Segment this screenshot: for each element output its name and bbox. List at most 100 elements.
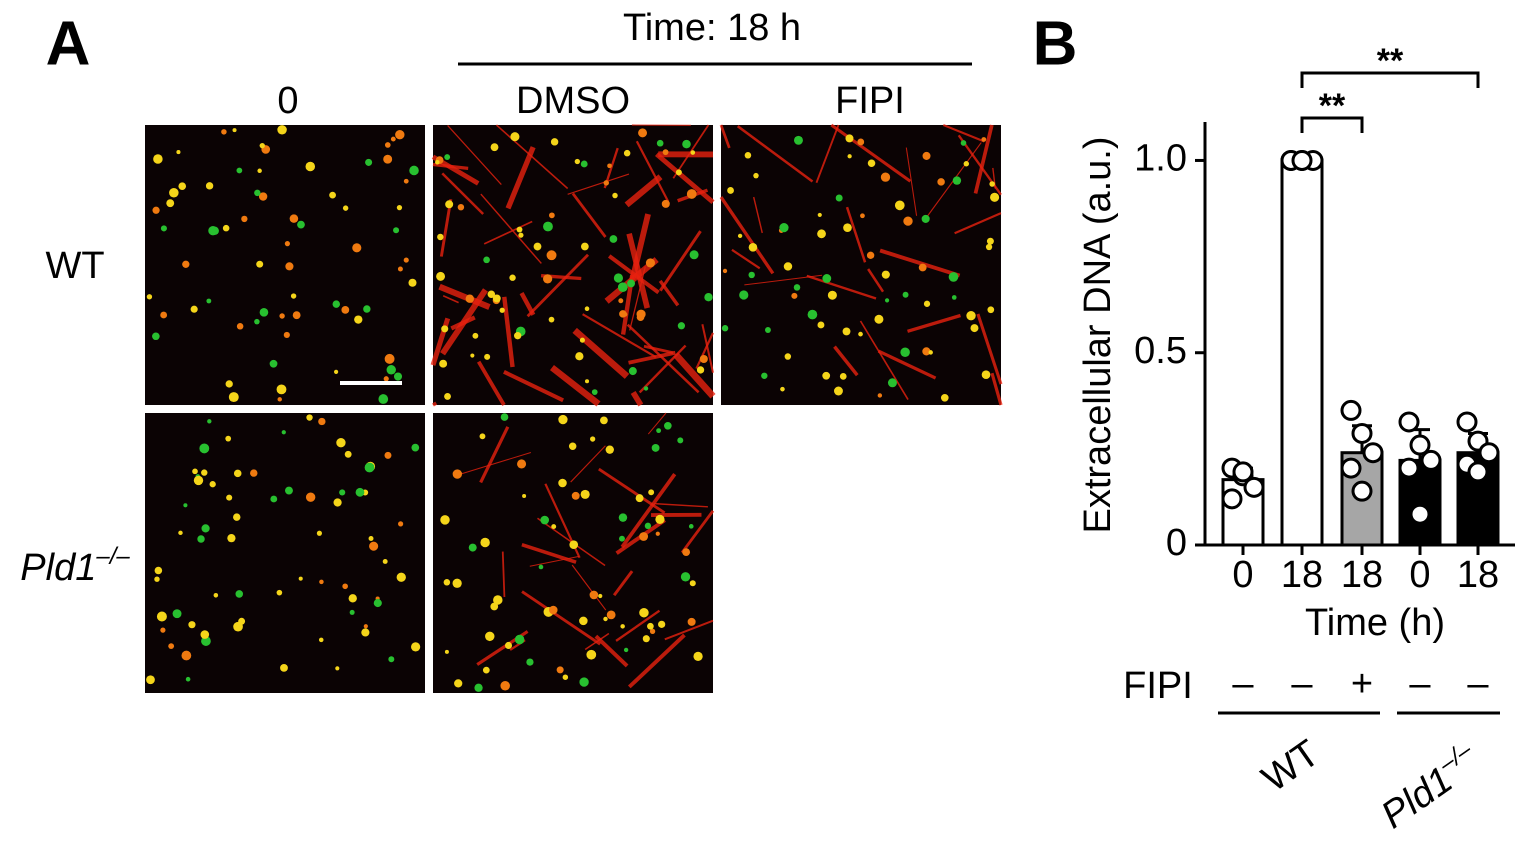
- cell: [318, 417, 326, 426]
- cell: [589, 590, 599, 600]
- cell: [499, 307, 505, 313]
- cell: [443, 579, 451, 586]
- cell: [205, 182, 214, 190]
- cell: [363, 305, 371, 313]
- dna-strand: [752, 196, 763, 234]
- cell: [960, 140, 967, 146]
- dna-strand: [529, 555, 580, 567]
- cell: [635, 494, 644, 503]
- cell: [390, 136, 396, 142]
- data-point: [1243, 476, 1265, 498]
- cell: [556, 666, 564, 674]
- cell: [990, 192, 1000, 202]
- y-tick-label: 1.0: [1134, 137, 1187, 179]
- dna-strand: [526, 253, 590, 318]
- cell: [880, 172, 891, 182]
- row-label-text: Pld1: [20, 547, 96, 589]
- cell: [361, 628, 370, 637]
- cell: [209, 481, 216, 488]
- cell: [686, 189, 697, 199]
- dna-strand: [620, 473, 677, 549]
- dna-strand: [505, 146, 536, 210]
- dna-strand: [647, 412, 667, 435]
- cell: [744, 151, 752, 159]
- cell: [784, 353, 792, 360]
- cell: [193, 475, 204, 486]
- dna-strand: [626, 232, 650, 309]
- dna-strand: [954, 212, 1002, 235]
- cell: [156, 611, 167, 622]
- cell: [860, 213, 865, 219]
- cell: [444, 154, 451, 160]
- significance-label: **: [1377, 42, 1404, 80]
- cell: [480, 537, 490, 548]
- cell: [479, 433, 486, 440]
- cell: [232, 128, 237, 133]
- cell: [335, 666, 340, 671]
- cell: [887, 378, 897, 388]
- cell: [839, 373, 847, 380]
- dna-strand: [594, 634, 629, 668]
- cell: [270, 495, 278, 503]
- cell: [510, 132, 520, 142]
- cell: [655, 514, 665, 524]
- data-point: [1232, 461, 1254, 483]
- cell: [185, 676, 191, 682]
- cell: [579, 616, 588, 626]
- dna-strand: [441, 172, 485, 215]
- cell: [277, 397, 282, 402]
- dna-strand: [442, 295, 459, 304]
- cell: [176, 150, 181, 155]
- cell: [484, 353, 491, 360]
- dna-strand: [905, 147, 918, 216]
- cell: [454, 679, 463, 688]
- cell: [834, 386, 843, 396]
- cell: [183, 503, 188, 508]
- dna-strand: [519, 292, 536, 316]
- cell: [146, 675, 155, 685]
- cell: [190, 305, 198, 313]
- cell: [154, 576, 160, 582]
- cell: [783, 262, 793, 271]
- treatment-sign: –: [1291, 663, 1313, 705]
- cell: [748, 243, 758, 252]
- cell: [452, 469, 463, 479]
- cell: [200, 630, 210, 639]
- cell: [623, 647, 629, 653]
- cell: [395, 130, 405, 140]
- dna-strand: [584, 632, 610, 651]
- cell: [558, 478, 567, 488]
- dna-strand: [680, 509, 715, 554]
- dna-strand: [701, 324, 714, 373]
- cell: [369, 541, 379, 551]
- dna-strand: [654, 502, 708, 508]
- cell: [612, 192, 618, 199]
- cell: [254, 189, 261, 197]
- cell: [981, 137, 987, 142]
- cell: [474, 683, 483, 692]
- dna-strand: [990, 372, 1003, 406]
- cell: [514, 332, 522, 340]
- cell: [383, 376, 389, 382]
- cell: [178, 182, 187, 190]
- dna-strand: [432, 162, 469, 170]
- cell: [493, 595, 503, 605]
- dna-strand: [879, 248, 961, 278]
- cell: [619, 535, 625, 542]
- dna-strand: [571, 192, 607, 238]
- cell: [435, 159, 440, 165]
- cell: [259, 142, 265, 149]
- cell: [383, 154, 393, 164]
- data-point: [1478, 442, 1500, 464]
- cell: [482, 666, 490, 674]
- dna-strand: [627, 633, 686, 689]
- cell: [591, 389, 598, 395]
- cell: [884, 298, 890, 303]
- cell: [966, 310, 976, 321]
- dna-strand: [815, 124, 840, 184]
- cell: [843, 223, 852, 232]
- cell: [584, 379, 590, 384]
- cell: [827, 290, 837, 300]
- y-tick-label: 0: [1166, 522, 1187, 564]
- cell: [551, 524, 557, 530]
